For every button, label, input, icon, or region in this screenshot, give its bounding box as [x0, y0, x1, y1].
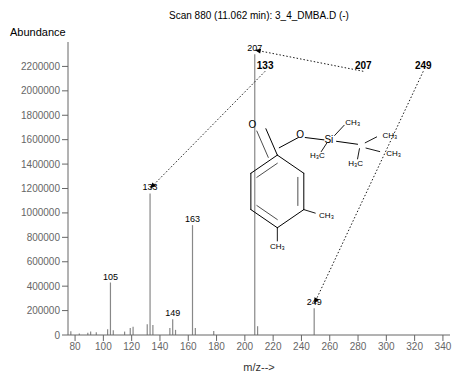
- svg-text:1600000: 1600000: [21, 134, 60, 145]
- svg-text:300: 300: [378, 341, 395, 352]
- svg-text:207: 207: [355, 60, 372, 71]
- svg-text:H₃C: H₃C: [348, 159, 363, 168]
- svg-text:163: 163: [185, 214, 200, 224]
- svg-text:340: 340: [435, 341, 452, 352]
- svg-text:249: 249: [415, 60, 432, 71]
- svg-text:149: 149: [165, 308, 180, 318]
- svg-text:200: 200: [237, 341, 254, 352]
- svg-text:220: 220: [265, 341, 282, 352]
- svg-text:105: 105: [103, 272, 118, 282]
- svg-text:CH₃: CH₃: [345, 118, 360, 127]
- svg-text:133: 133: [257, 60, 274, 71]
- svg-text:800000: 800000: [27, 232, 61, 243]
- svg-text:180: 180: [208, 341, 225, 352]
- svg-text:0: 0: [54, 330, 60, 341]
- svg-text:1200000: 1200000: [21, 183, 60, 194]
- svg-text:260: 260: [321, 341, 338, 352]
- svg-text:1400000: 1400000: [21, 159, 60, 170]
- svg-text:m/z-->: m/z-->: [243, 361, 274, 373]
- svg-text:CH₃: CH₃: [382, 131, 397, 140]
- svg-text:200000: 200000: [27, 305, 61, 316]
- svg-text:2200000: 2200000: [21, 61, 60, 72]
- svg-text:2000000: 2000000: [21, 85, 60, 96]
- svg-text:1000000: 1000000: [21, 207, 60, 218]
- html-text:Scan 880 (11.062 min): 3_4_DMB: Scan 880 (11.062 min): 3_4_DMBA.D (-): [169, 10, 349, 21]
- svg-text:240: 240: [293, 341, 310, 352]
- svg-text:H₃C: H₃C: [310, 151, 325, 160]
- svg-text:280: 280: [350, 341, 367, 352]
- svg-text:80: 80: [70, 341, 82, 352]
- svg-text:207: 207: [247, 43, 262, 53]
- svg-text:Si: Si: [324, 134, 333, 145]
- svg-text:100: 100: [95, 341, 112, 352]
- svg-text:CH₃: CH₃: [319, 211, 334, 220]
- svg-text:600000: 600000: [27, 256, 61, 267]
- svg-text:CH₃: CH₃: [386, 149, 401, 158]
- svg-text:O: O: [249, 119, 257, 130]
- svg-text:133: 133: [143, 182, 158, 192]
- html-text:Abundance: Abundance: [10, 26, 66, 38]
- svg-text:320: 320: [406, 341, 423, 352]
- svg-text:CH₃: CH₃: [270, 242, 285, 251]
- svg-text:O: O: [296, 129, 304, 140]
- svg-text:120: 120: [123, 341, 140, 352]
- svg-text:400000: 400000: [27, 281, 61, 292]
- svg-text:1800000: 1800000: [21, 110, 60, 121]
- svg-text:249: 249: [307, 297, 322, 307]
- svg-text:160: 160: [180, 341, 197, 352]
- svg-text:140: 140: [152, 341, 169, 352]
